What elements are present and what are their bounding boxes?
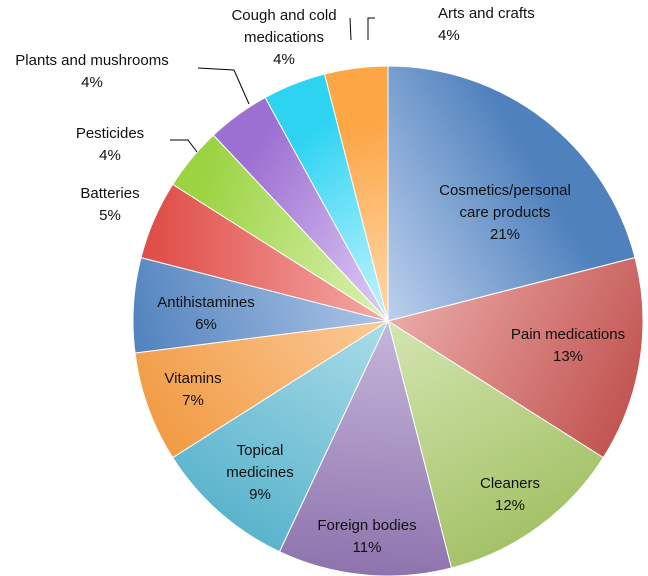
- slice-label: Batteries 5%: [80, 185, 139, 224]
- pie-slices: [132, 65, 644, 576]
- slice-category-label: Cough and cold: [231, 7, 336, 24]
- pie-slice: [387, 319, 604, 569]
- slice-label: Arts and crafts 4%: [438, 5, 535, 44]
- slice-labels: Cosmetics/personal care products 21% Pain m…: [15, 5, 625, 556]
- leader-line: [367, 17, 375, 40]
- slice-value-label: 21%: [490, 226, 520, 243]
- pie-slice: [323, 65, 389, 322]
- slice-label: Vitamins 7%: [164, 370, 221, 409]
- slice-value-label: 4%: [438, 27, 460, 44]
- slice-category-label: Pesticides: [76, 125, 144, 142]
- slice-value-label: 7%: [182, 392, 204, 409]
- slice-label: Plants and mushrooms 4%: [15, 52, 168, 91]
- pie-slice: [386, 256, 644, 459]
- slice-value-label: 12%: [495, 497, 525, 514]
- slice-category-label: Topical: [237, 442, 284, 459]
- slice-category-label: Antihistamines: [157, 294, 255, 311]
- slice-category-label: Arts and crafts: [438, 5, 535, 22]
- slice-value-label: 6%: [195, 316, 217, 333]
- slice-label: Topical medicines 9%: [226, 442, 294, 503]
- slice-category-label: medications: [244, 29, 324, 46]
- slice-value-label: 4%: [273, 51, 295, 68]
- slice-category-label: Cosmetics/personal: [439, 182, 571, 199]
- leader-line: [197, 67, 250, 105]
- slice-value-label: 11%: [353, 539, 382, 556]
- pie-slice: [278, 319, 453, 576]
- pie-slice: [134, 320, 389, 459]
- slice-value-label: 4%: [81, 74, 103, 91]
- leader-line: [170, 139, 198, 153]
- slice-label: Antihistamines 6%: [157, 294, 255, 333]
- slice-label: Pain medications 13%: [511, 326, 625, 365]
- slice-category-label: Foreign bodies: [317, 517, 416, 534]
- slice-category-label: Pain medications: [511, 326, 625, 343]
- slice-value-label: 9%: [249, 486, 271, 503]
- slice-category-label: Cleaners: [480, 475, 540, 492]
- slice-value-label: 13%: [553, 348, 583, 365]
- pie-slice: [387, 65, 636, 322]
- slice-category-label: Plants and mushrooms: [15, 52, 168, 69]
- slice-label: Foreign bodies 11%: [317, 517, 416, 556]
- slice-label: Cough and cold medications 4%: [231, 7, 336, 68]
- slice-label: Cosmetics/personal care products 21%: [439, 182, 571, 243]
- slice-label: Cleaners 12%: [480, 475, 540, 514]
- slice-category-label: Batteries: [80, 185, 139, 202]
- slice-category-label: care products: [460, 204, 551, 221]
- slice-label: Pesticides 4%: [76, 125, 144, 164]
- leader-line: [349, 17, 352, 41]
- slice-category-label: Vitamins: [164, 370, 221, 387]
- slice-value-label: 5%: [99, 207, 121, 224]
- leader-lines: [170, 17, 375, 153]
- pie-slice: [172, 319, 390, 553]
- slice-value-label: 4%: [99, 147, 121, 164]
- slice-category-label: medicines: [226, 464, 294, 481]
